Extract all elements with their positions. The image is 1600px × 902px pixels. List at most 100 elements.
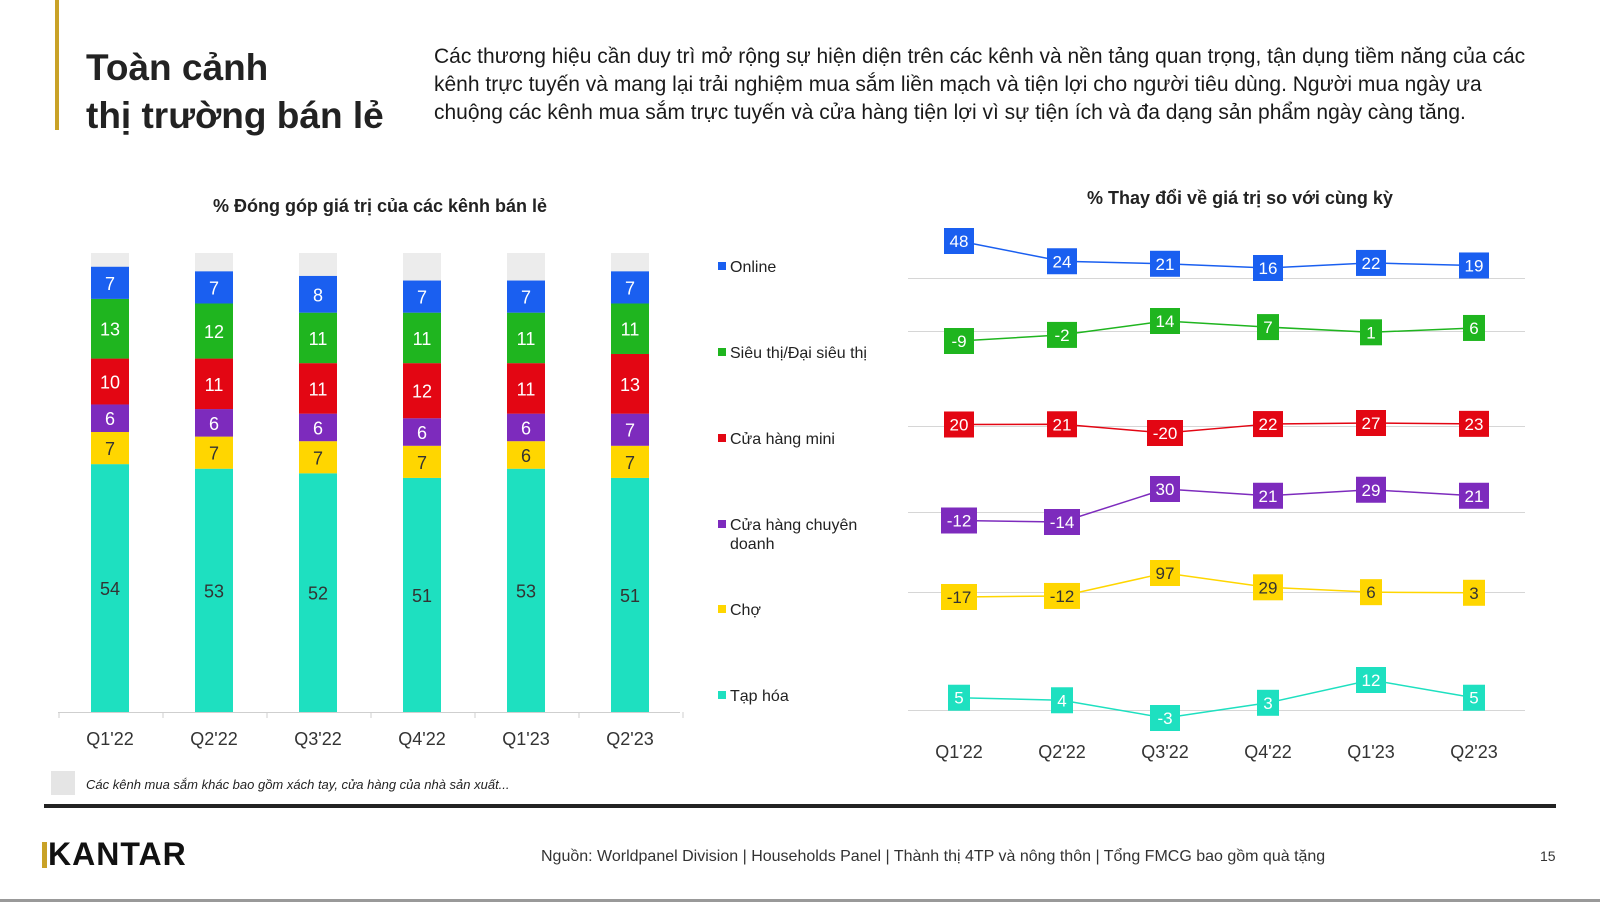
- bar-segment-cho: [507, 441, 545, 469]
- bar-segment-tap-hoa: [195, 468, 233, 712]
- legend-swatch: [718, 434, 726, 442]
- legend-swatch: [718, 348, 726, 356]
- line-point-label: 21: [1465, 487, 1484, 506]
- line-point-marker: [1463, 314, 1485, 341]
- line-series-cua-hang-chuyen-doanh: [958, 488, 1475, 523]
- line-point-label: 21: [1259, 487, 1278, 506]
- line-point-label: 29: [1259, 578, 1278, 597]
- bar-value-label: 6: [521, 446, 531, 466]
- line-point-marker: [941, 507, 977, 534]
- bar-segment-online: [403, 280, 441, 313]
- line-point-marker: [1356, 249, 1386, 276]
- bar-value-label: 7: [417, 453, 427, 473]
- bar-segment-cua-hang-chuyen-doanh: [611, 413, 649, 446]
- bar-value-label: 8: [313, 285, 323, 305]
- line-point-label: -2: [1054, 326, 1069, 345]
- bar-value-label: 6: [105, 409, 115, 429]
- bar-value-label: 54: [100, 579, 120, 599]
- bar-segment-tap-hoa: [611, 477, 649, 712]
- page-title-line2: thị trường bán lẻ: [86, 95, 384, 136]
- bar-segment-cho: [195, 436, 233, 469]
- line-point-label: 21: [1053, 415, 1072, 434]
- line-point-marker: [1257, 314, 1279, 341]
- line-point-marker: [1047, 411, 1077, 438]
- line-point-label: -3: [1157, 709, 1172, 728]
- line-point-marker: [1044, 509, 1080, 535]
- bar-segment-tap-hoa: [91, 464, 129, 712]
- bar-value-label: 10: [100, 373, 120, 393]
- other-channels-note: Các kênh mua sắm khác bao gồm xách tay, …: [86, 777, 510, 792]
- line-point-label: 6: [1366, 583, 1375, 602]
- bar-value-label: 7: [625, 421, 635, 441]
- bar-value-label: 7: [313, 448, 323, 468]
- bar-category-label: Q1'22: [86, 729, 133, 749]
- line-point-marker: [1150, 250, 1180, 277]
- line-point-label: 5: [1469, 689, 1478, 708]
- bar-segment-sieu-thi-dai-sieu-thi: [299, 312, 337, 364]
- line-point-label: 20: [950, 415, 969, 434]
- bottom-line: [0, 899, 1600, 902]
- line-point-label: 97: [1156, 564, 1175, 583]
- line-point-label: 21: [1156, 255, 1175, 274]
- line-point-label: 14: [1156, 312, 1175, 331]
- line-series-sieu-thi-dai-sieu-thi: [958, 320, 1475, 342]
- line-series-tap-hoa: [958, 679, 1475, 719]
- line-point-label: 3: [1469, 584, 1478, 603]
- legend-item-cho: Chợ: [718, 601, 761, 620]
- line-series-cho: [958, 572, 1475, 598]
- line-series-online: [958, 240, 1475, 269]
- bar-value-label: 11: [517, 379, 536, 399]
- line-point-label: 6: [1469, 319, 1478, 338]
- line-point-marker: [1360, 319, 1382, 346]
- bar-value-label: 11: [309, 379, 328, 399]
- line-point-label: 19: [1465, 256, 1484, 275]
- bar-segment-cho: [299, 441, 337, 474]
- page-title-line1: Toàn cảnh: [86, 47, 269, 88]
- line-point-label: 3: [1263, 694, 1272, 713]
- bar-value-label: 7: [625, 453, 635, 473]
- bar-value-label: 6: [521, 418, 531, 438]
- bar-value-label: 53: [204, 581, 224, 601]
- legend-item-cua-hang-chuyen-doanh: Cửa hàng chuyên doanh: [718, 516, 880, 554]
- line-point-marker: [1253, 411, 1283, 438]
- legend-swatch: [718, 605, 726, 613]
- line-point-marker: [1459, 482, 1489, 509]
- bar-segment-sieu-thi-dai-sieu-thi: [507, 312, 545, 364]
- legend-label: Siêu thị/Đại siêu thị: [730, 345, 867, 362]
- bar-value-label: 51: [412, 586, 432, 606]
- other-channels-swatch: [51, 771, 75, 795]
- line-point-marker: [944, 411, 974, 438]
- legend-label: Cửa hàng chuyên doanh: [730, 517, 858, 553]
- line-point-label: -17: [947, 588, 972, 607]
- bar-segment-cua-hang-mini: [91, 358, 129, 405]
- bar-segment-cua-hang-mini: [611, 353, 649, 414]
- line-point-label: 22: [1362, 254, 1381, 273]
- line-point-marker: [1253, 482, 1283, 509]
- bar-value-label: 52: [308, 584, 328, 604]
- line-category-label: Q1'23: [1347, 742, 1394, 762]
- bar-category-label: Q3'22: [294, 729, 341, 749]
- bar-value-label: 13: [620, 375, 640, 395]
- bar-value-label: 6: [209, 414, 219, 434]
- line-chart-title: % Thay đổi về giá trị so với cùng kỳ: [1087, 188, 1393, 208]
- bar-value-label: 6: [313, 418, 323, 438]
- bar-chart-title: % Đóng góp giá trị của các kênh bán lẻ: [212, 196, 548, 216]
- legend-label: Cửa hàng mini: [730, 431, 835, 448]
- bar-value-label: 7: [625, 278, 635, 298]
- legend-label: Tạp hóa: [730, 688, 789, 705]
- bar-value-label: 7: [209, 278, 219, 298]
- bar-value-label: 7: [417, 288, 427, 308]
- page-title: Toàn cảnh thị trường bán lẻ: [86, 44, 384, 140]
- bar-value-label: 7: [105, 439, 115, 459]
- bar-segment-cua-hang-mini: [195, 358, 233, 410]
- line-point-label: 29: [1362, 481, 1381, 500]
- stacked-bar-chart: 54 7 6 10 13 7 Q1'22 53 7 6 11 12 7 Q2'22 52 7 6 11 11 8 Q3'…: [58, 253, 684, 749]
- line-point-label: -12: [947, 512, 972, 531]
- legend-item-sieu-thi-dai-sieu-thi: Siêu thị/Đại siêu thị: [718, 344, 867, 363]
- line-point-marker: [948, 684, 970, 711]
- line-point-marker: [1360, 579, 1382, 606]
- legend-swatch: [718, 691, 726, 699]
- line-point-marker: [1147, 420, 1183, 446]
- line-category-label: Q4'22: [1244, 742, 1291, 762]
- line-point-label: 48: [950, 232, 969, 251]
